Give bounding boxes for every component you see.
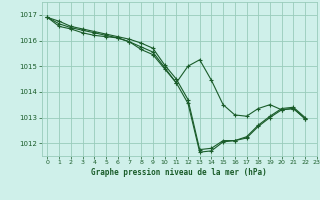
X-axis label: Graphe pression niveau de la mer (hPa): Graphe pression niveau de la mer (hPa) xyxy=(91,168,267,177)
